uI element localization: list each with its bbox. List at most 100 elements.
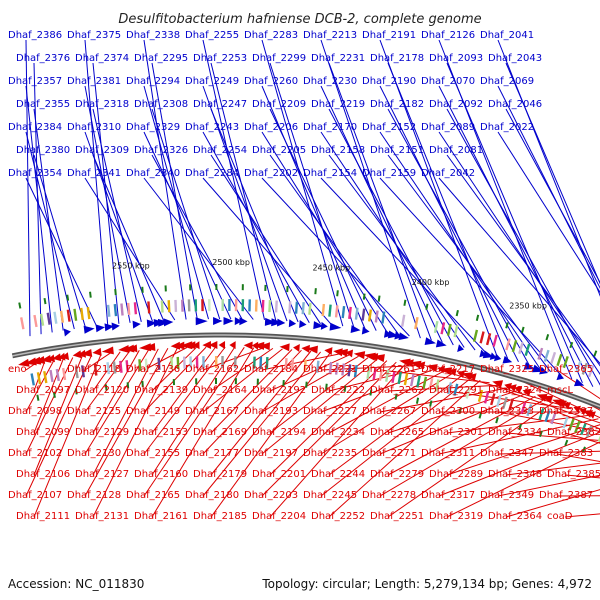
reverse-gene-arrow: [259, 342, 270, 351]
reverse-gene-line: [556, 453, 600, 462]
forward-gene-label: Dhaf_2309: [75, 145, 129, 156]
reverse-gene-label: Dhaf_2197: [244, 448, 298, 459]
forward-cog-stripe: [167, 300, 171, 313]
reverse-gene-label: Dhaf_2203: [244, 490, 298, 501]
forward-gene-label: Dhaf_2178: [370, 53, 424, 64]
forward-gene-label: Dhaf_2376: [16, 53, 70, 64]
forward-gene-label: Dhaf_2231: [311, 53, 365, 64]
reverse-feature-tick: [564, 439, 569, 447]
accession-text: Accession: NC_011830: [8, 577, 144, 591]
forward-gene-line: [210, 154, 321, 325]
reverse-gene-label: Dhaf_2161: [134, 511, 188, 522]
forward-gene-label: Dhaf_2154: [303, 168, 357, 179]
forward-feature-tick: [505, 322, 509, 329]
forward-feature-tick: [189, 284, 192, 291]
reverse-feature-tick: [195, 378, 198, 385]
reverse-cog-stripe: [157, 357, 161, 370]
reverse-gene-line: [143, 347, 188, 371]
reverse-gene-arrow: [417, 361, 426, 370]
reverse-gene-label: Dhaf_2177: [185, 448, 239, 459]
forward-gene-line: [438, 131, 600, 375]
reverse-cog-stripe: [144, 358, 148, 371]
reverse-gene-line: [84, 352, 111, 371]
reverse-cog-stripe: [316, 360, 320, 373]
forward-cog-stripe: [446, 323, 452, 336]
reverse-gene-label: Dhaf_2397: [539, 406, 593, 417]
reverse-gene-arrow: [143, 343, 156, 352]
forward-cog-stripe: [59, 310, 65, 323]
reverse-cog-stripe: [106, 362, 111, 375]
forward-gene-label: Dhaf_2046: [488, 99, 542, 110]
forward-gene-line: [387, 154, 551, 373]
reverse-gene-line: [25, 360, 55, 413]
reverse-cog-stripe: [138, 359, 142, 372]
reverse-gene-line: [497, 411, 600, 433]
reverse-gene-label: Dhaf_2265: [370, 427, 424, 438]
forward-gene-label: Dhaf_2209: [252, 99, 306, 110]
forward-gene-line: [269, 108, 377, 331]
reverse-gene-label: Dhaf_2222: [311, 385, 365, 396]
reverse-gene-arrow: [118, 345, 130, 353]
forward-cog-stripe: [53, 311, 58, 324]
forward-gene-arrow: [95, 324, 105, 333]
forward-gene-arrow: [104, 323, 115, 332]
forward-gene-label: Dhaf_2310: [67, 122, 121, 133]
reverse-gene-arrow: [336, 348, 348, 357]
reverse-gene-label: Dhaf_2245: [303, 490, 357, 501]
reverse-gene-line: [202, 347, 264, 371]
reverse-feature-tick: [305, 381, 308, 388]
reverse-cog-stripe: [403, 372, 409, 386]
forward-cog-stripe: [180, 299, 184, 312]
reverse-gene-arrow: [405, 359, 414, 368]
forward-feature-tick: [377, 295, 381, 302]
forward-gene-label: Dhaf_2159: [362, 168, 416, 179]
reverse-gene-line: [84, 350, 131, 413]
reverse-gene-line: [202, 351, 321, 497]
forward-cog-stripe: [261, 299, 265, 312]
forward-cog-stripe: [126, 302, 131, 315]
forward-gene-arrow: [195, 317, 208, 326]
forward-gene-line: [33, 108, 64, 331]
reverse-gene-label: Dhaf_2127: [75, 469, 129, 480]
reverse-gene-arrow: [252, 341, 265, 350]
reverse-gene-arrow: [208, 340, 218, 349]
forward-feature-tick: [521, 326, 525, 333]
reverse-gene-arrow: [29, 356, 42, 365]
forward-gene-arrow: [350, 325, 361, 334]
reverse-gene-line: [269, 357, 369, 434]
forward-cog-stripe: [479, 331, 485, 344]
forward-gene-line: [25, 177, 98, 327]
forward-cog-stripe: [274, 300, 278, 313]
forward-feature-tick: [215, 283, 218, 291]
forward-gene-label: Dhaf_2381: [67, 76, 121, 87]
forward-gene-arrow: [299, 320, 307, 329]
reverse-gene-label: Dhaf_2349: [480, 490, 534, 501]
reverse-cog-stripe: [586, 425, 593, 438]
forward-gene-arrow: [313, 321, 324, 330]
forward-cog-stripe: [492, 334, 498, 347]
reverse-gene-label: Dhaf_2099: [16, 427, 70, 438]
reverse-gene-label: Dhaf_2333: [480, 406, 534, 417]
forward-cog-stripe: [556, 353, 563, 367]
forward-cog-stripe: [453, 325, 459, 338]
reverse-gene-label: Dhaf_2251: [370, 511, 424, 522]
feature-tracks: [11, 283, 600, 453]
reverse-cog-stripe: [49, 369, 54, 383]
reverse-gene-line: [210, 350, 312, 476]
forward-feature-tick: [18, 302, 22, 309]
reverse-cog-stripe: [409, 374, 415, 387]
reverse-gene-line: [505, 432, 600, 442]
forward-gene-label: Dhaf_2260: [244, 76, 298, 87]
forward-cog-stripe: [80, 307, 84, 321]
forward-gene-label: Dhaf_2089: [421, 122, 475, 133]
forward-gene-label: Dhaf_2081: [429, 145, 483, 156]
reverse-gene-arrow: [345, 349, 354, 358]
reverse-gene-line: [320, 368, 434, 413]
forward-gene-line: [497, 131, 600, 294]
forward-gene-label: Dhaf_2254: [193, 145, 247, 156]
reverse-cog-stripe: [508, 398, 514, 411]
ruler-label: 2450 kbp: [312, 264, 350, 273]
forward-cog-stripe: [367, 309, 373, 322]
reverse-gene-label: Dhaf_2129: [75, 427, 129, 438]
reverse-gene-line: [92, 349, 140, 434]
